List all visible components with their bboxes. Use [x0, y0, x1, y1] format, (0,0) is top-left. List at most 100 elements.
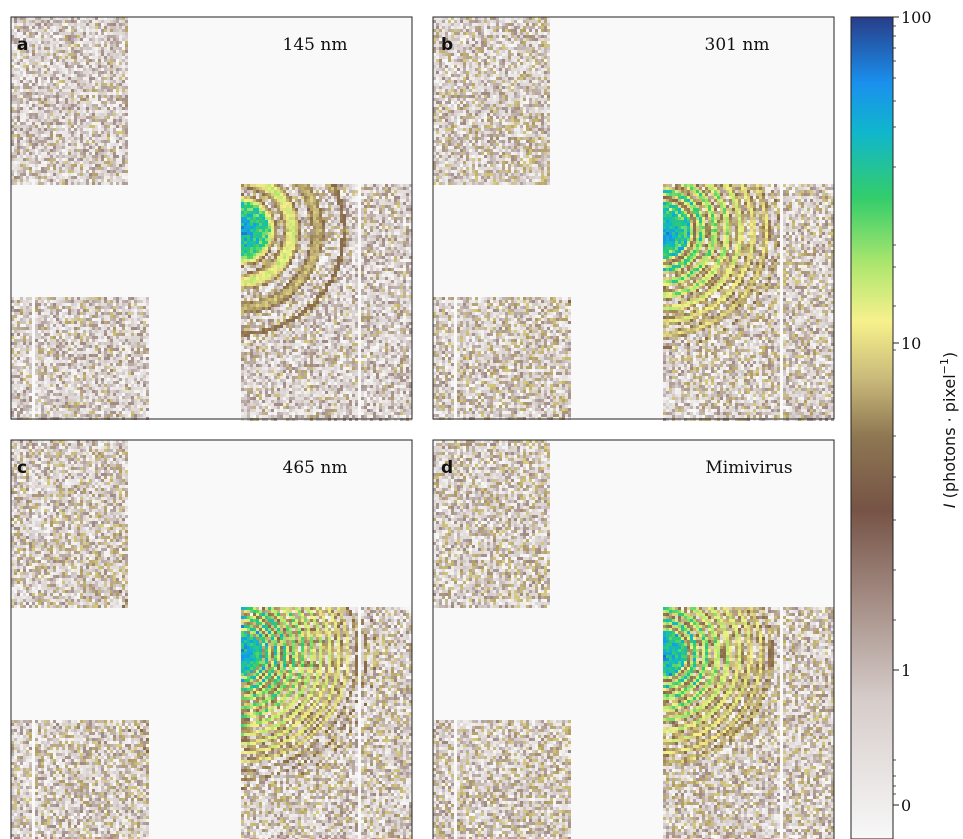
detector-pixel — [304, 229, 307, 232]
detector-pixel — [92, 161, 95, 164]
detector-pixel — [125, 381, 128, 384]
detector-pixel — [14, 125, 17, 128]
detector-pixel — [53, 53, 56, 56]
detector-pixel — [110, 128, 113, 131]
detector-pixel — [86, 74, 89, 77]
detector-pixel — [259, 214, 262, 217]
detector-pixel — [146, 300, 149, 303]
detector-pixel — [107, 140, 110, 143]
detector-pixel — [44, 372, 47, 375]
detector-pixel — [122, 173, 125, 176]
detector-pixel — [26, 357, 29, 360]
detector-pixel — [38, 20, 41, 23]
detector-pixel — [86, 53, 89, 56]
detector-pixel — [74, 32, 77, 35]
detector-pixel — [89, 315, 92, 318]
detector-pixel — [68, 92, 71, 95]
detector-pixel — [53, 318, 56, 321]
detector-pixel — [110, 297, 113, 300]
detector-pixel — [394, 214, 397, 217]
detector-pixel — [400, 214, 403, 217]
detector-pixel — [92, 369, 95, 372]
detector-pixel — [20, 128, 23, 131]
detector-pixel — [26, 65, 29, 68]
detector-pixel — [80, 396, 83, 399]
detector-pixel — [95, 366, 98, 369]
detector-pixel — [95, 170, 98, 173]
detector-pixel — [310, 229, 313, 232]
detector-pixel — [11, 125, 14, 128]
detector-pixel — [244, 214, 247, 217]
detector-pixel — [110, 182, 113, 185]
detector-pixel — [125, 38, 128, 41]
detector-pixel — [68, 41, 71, 44]
detector-pixel — [56, 122, 59, 125]
detector-pixel — [295, 220, 298, 223]
detector-pixel — [146, 363, 149, 366]
detector-pixel — [110, 315, 113, 318]
detector-pixel — [388, 202, 391, 205]
detector-pixel — [241, 205, 244, 208]
detector-pixel — [262, 196, 265, 199]
detector-pixel — [349, 187, 352, 190]
detector-pixel — [62, 143, 65, 146]
detector-pixel — [80, 303, 83, 306]
detector-pixel — [77, 300, 80, 303]
detector-pixel — [113, 324, 116, 327]
detector-pixel — [74, 113, 77, 116]
detector-pixel — [50, 62, 53, 65]
detector-pixel — [38, 155, 41, 158]
detector-pixel — [104, 396, 107, 399]
detector-pixel — [29, 125, 32, 128]
detector-pixel — [313, 223, 316, 226]
detector-pixel — [122, 321, 125, 324]
detector-pixel — [361, 232, 364, 235]
detector-pixel — [44, 143, 47, 146]
detector-pixel — [41, 402, 44, 405]
detector-pixel — [80, 107, 83, 110]
detector-pixel — [62, 170, 65, 173]
detector-pixel — [50, 53, 53, 56]
detector-pixel — [26, 77, 29, 80]
detector-pixel — [116, 378, 119, 381]
detector-pixel — [89, 116, 92, 119]
detector-pixel — [26, 360, 29, 363]
detector-pixel — [95, 345, 98, 348]
detector-pixel — [47, 50, 50, 53]
detector-pixel — [140, 414, 143, 417]
detector-pixel — [298, 226, 301, 229]
detector-pixel — [113, 309, 116, 312]
detector-pixel — [38, 53, 41, 56]
detector-pixel — [95, 77, 98, 80]
detector-pixel — [107, 41, 110, 44]
detector-pixel — [11, 161, 14, 164]
detector-pixel — [286, 211, 289, 214]
detector-pixel — [53, 23, 56, 26]
detector-pixel — [38, 408, 41, 411]
detector-pixel — [41, 68, 44, 71]
detector-pixel — [35, 369, 38, 372]
detector-pixel — [119, 29, 122, 32]
detector-pixel — [98, 29, 101, 32]
detector-pixel — [313, 193, 316, 196]
detector-pixel — [110, 71, 113, 74]
detector-pixel — [14, 56, 17, 59]
detector-pixel — [128, 378, 131, 381]
detector-pixel — [119, 408, 122, 411]
detector-pixel — [47, 411, 50, 414]
detector-pixel — [274, 190, 277, 193]
detector-pixel — [38, 396, 41, 399]
detector-pixel — [83, 170, 86, 173]
detector-pixel — [95, 116, 98, 119]
detector-pixel — [104, 411, 107, 414]
detector-pixel — [116, 23, 119, 26]
detector-pixel — [256, 199, 259, 202]
detector-pixel — [53, 146, 56, 149]
detector-pixel — [110, 164, 113, 167]
detector-pixel — [86, 29, 89, 32]
detector-pixel — [35, 137, 38, 140]
detector-pixel — [119, 140, 122, 143]
detector-pixel — [301, 196, 304, 199]
detector-pixel — [38, 23, 41, 26]
detector-pixel — [29, 369, 32, 372]
